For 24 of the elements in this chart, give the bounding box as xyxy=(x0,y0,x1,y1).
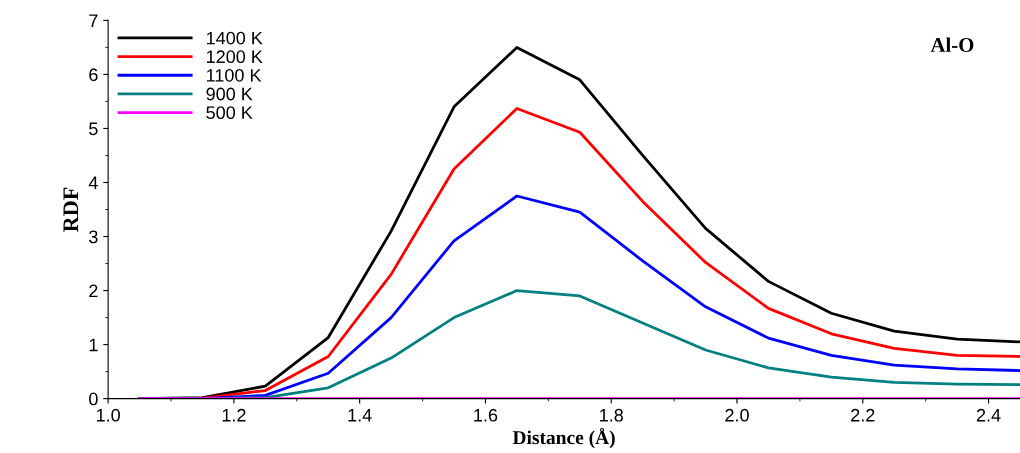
x-tick-label: 2.4 xyxy=(976,408,1001,422)
y-tick-label: 6 xyxy=(89,68,98,82)
legend-label: 500 K xyxy=(206,106,253,120)
y-tick-label: 1 xyxy=(89,338,98,352)
x-tick-label: 1.2 xyxy=(222,408,246,422)
x-tick-label: 1.8 xyxy=(600,408,623,422)
legend-label: 1100 K xyxy=(207,68,262,82)
x-tick-label: 1.6 xyxy=(474,408,498,422)
y-tick-label: 2 xyxy=(89,284,98,298)
legend-label: 1400 K xyxy=(207,31,263,45)
y-tick-label: 0 xyxy=(89,392,98,406)
x-tick-label: 1.0 xyxy=(96,408,120,422)
x-tick-label: 2.2 xyxy=(851,408,875,422)
legend-label: 1200 K xyxy=(207,50,263,64)
x-tick-label: 2.0 xyxy=(725,408,749,422)
x-axis-title: Distance (Å) xyxy=(512,427,615,449)
y-tick-label: 7 xyxy=(89,14,98,27)
y-tick-label: 3 xyxy=(89,230,98,244)
legend-label: 900 K xyxy=(206,87,253,101)
annotation: Al-O xyxy=(930,37,974,53)
x-tick-label: 1.4 xyxy=(348,409,372,422)
y-tick-label: 5 xyxy=(89,122,98,136)
y-tick-label: 4 xyxy=(88,176,98,190)
y-axis-title: RDF xyxy=(63,187,79,232)
